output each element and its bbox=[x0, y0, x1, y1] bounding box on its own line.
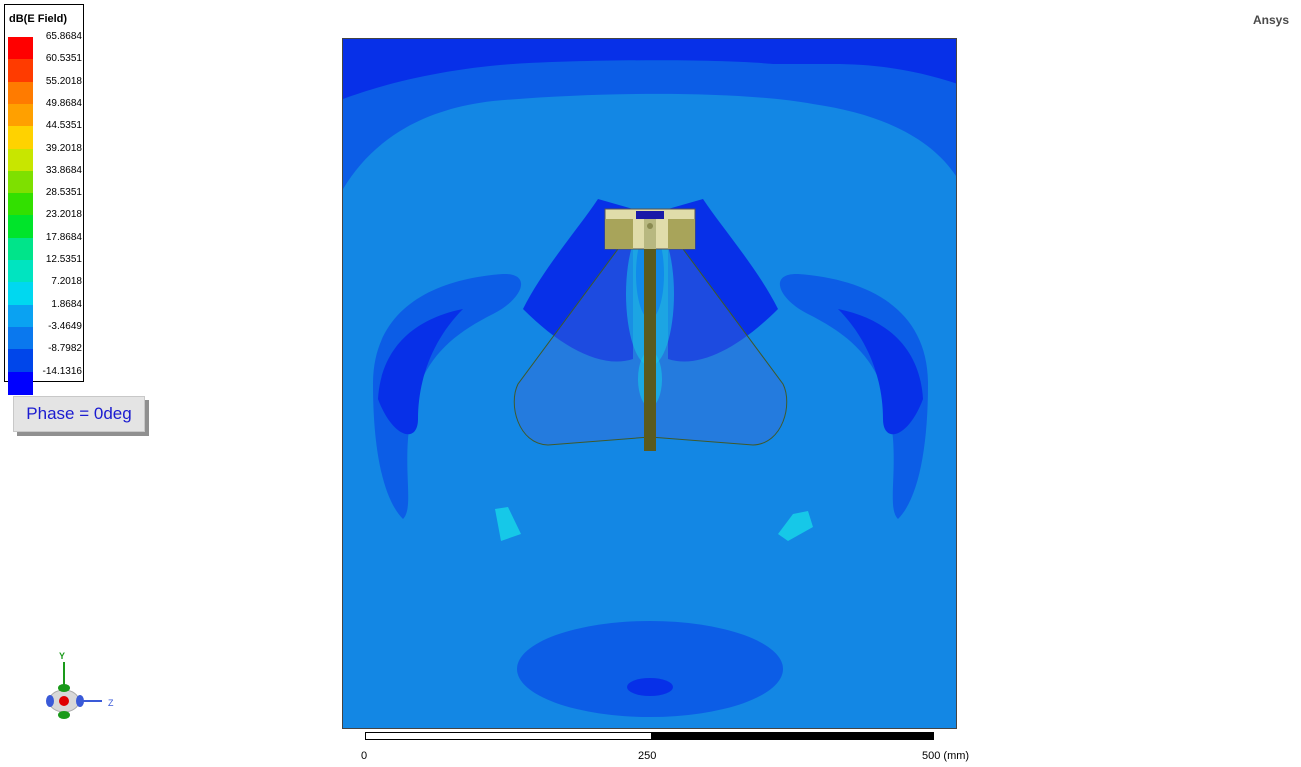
legend-row: 60.5351 bbox=[8, 53, 82, 83]
legend-row: 28.5351 bbox=[8, 187, 82, 217]
legend-row: 7.2018 bbox=[8, 276, 82, 306]
legend-value: -14.1316 bbox=[42, 365, 82, 377]
field-bottom-band bbox=[517, 621, 783, 717]
ansys-logo: Ansys bbox=[1252, 13, 1289, 27]
axis-triad[interactable]: Y Z bbox=[40, 648, 130, 728]
axis-z-neg bbox=[46, 695, 54, 707]
scale-tick-500: 500 (mm) bbox=[922, 750, 970, 762]
shield-left bbox=[605, 219, 633, 249]
legend-row: 55.2018 bbox=[8, 76, 82, 105]
legend-row: 1.8684 bbox=[8, 299, 82, 328]
legend-row: -8.7982 bbox=[8, 343, 82, 373]
field-top-band bbox=[343, 39, 956, 189]
scale-tick-250: 250 bbox=[638, 750, 657, 762]
legend-swatch bbox=[8, 193, 33, 217]
legend-row: 39.2018 bbox=[8, 143, 82, 172]
legend-title: dB(E Field) bbox=[9, 13, 68, 25]
legend-value: 60.5351 bbox=[45, 53, 82, 65]
legend-swatch bbox=[8, 148, 33, 172]
legend-swatch bbox=[8, 103, 33, 127]
legend-swatch bbox=[8, 371, 33, 395]
axis-x-dot bbox=[59, 696, 69, 706]
legend-swatch bbox=[8, 349, 33, 373]
axis-y-label: Y bbox=[59, 651, 65, 661]
scale-bar bbox=[365, 732, 934, 740]
legend-row: 17.8684 bbox=[8, 232, 82, 261]
legend-value: 39.2018 bbox=[45, 142, 82, 154]
legend-swatch bbox=[8, 260, 33, 283]
field-bottom-low bbox=[627, 678, 673, 696]
legend-value: -3.4649 bbox=[48, 320, 82, 332]
phase-label: Phase = 0deg bbox=[13, 396, 145, 432]
legend-value: 55.2018 bbox=[45, 75, 82, 87]
legend-swatch bbox=[8, 170, 33, 194]
legend-swatch bbox=[8, 326, 33, 350]
legend-value: 7.2018 bbox=[51, 276, 82, 288]
field-right-lobe-core bbox=[838, 309, 923, 435]
legend-value: 33.8684 bbox=[45, 164, 82, 176]
axis-triad-icon: Y Z bbox=[46, 651, 114, 719]
legend-value: 28.5351 bbox=[45, 187, 82, 199]
legend-value: -8.7982 bbox=[48, 343, 82, 355]
shield-slot bbox=[636, 211, 664, 219]
legend-swatch bbox=[8, 126, 33, 150]
legend-row: 12.5351 bbox=[8, 254, 82, 283]
legend-value: 17.8684 bbox=[45, 231, 82, 243]
field-cyan-spot-right bbox=[778, 511, 813, 541]
field-plot-svg bbox=[343, 39, 956, 728]
legend-row: 49.8684 bbox=[8, 98, 82, 127]
legend-value: 1.8684 bbox=[51, 298, 82, 310]
axis-y-arrow bbox=[58, 684, 70, 692]
legend-row: -14.1316 bbox=[8, 366, 82, 395]
axis-y-neg bbox=[58, 711, 70, 719]
color-legend: dB(E Field) 65.8684 60.5351 55.2018 49.8684… bbox=[4, 4, 84, 395]
legend-swatch bbox=[8, 237, 33, 261]
legend-swatch bbox=[8, 304, 33, 328]
legend-row: 65.8684 bbox=[8, 31, 82, 60]
feed-port bbox=[647, 223, 653, 229]
scale-bar-black bbox=[651, 733, 933, 739]
legend-value: 23.2018 bbox=[45, 209, 82, 221]
shield-right bbox=[668, 219, 695, 249]
legend-swatch bbox=[8, 59, 33, 83]
dipole-top bbox=[644, 219, 656, 249]
field-top-low bbox=[343, 39, 956, 99]
field-left-lobe-core bbox=[378, 309, 463, 435]
legend-row: 44.5351 bbox=[8, 120, 82, 150]
legend-row: 33.8684 bbox=[8, 165, 82, 194]
axis-z-label: Z bbox=[108, 698, 114, 708]
field-cyan-spot-left bbox=[495, 507, 521, 541]
legend-value: 49.8684 bbox=[45, 97, 82, 109]
legend-swatch bbox=[8, 37, 33, 60]
legend-swatch bbox=[8, 282, 33, 306]
scale-tick-0: 0 bbox=[361, 750, 368, 762]
field-plot[interactable] bbox=[342, 38, 957, 729]
legend-row: -3.4649 bbox=[8, 321, 82, 350]
scale-bar-white bbox=[366, 733, 651, 739]
legend-value: 65.8684 bbox=[45, 31, 82, 42]
dipole-feed bbox=[644, 219, 656, 451]
legend-swatch bbox=[8, 81, 33, 105]
legend-value: 12.5351 bbox=[45, 254, 82, 265]
legend-row: 23.2018 bbox=[8, 209, 82, 239]
axis-z-arrow bbox=[76, 695, 84, 707]
legend-value: 44.5351 bbox=[45, 120, 82, 132]
legend-swatch bbox=[8, 215, 33, 239]
